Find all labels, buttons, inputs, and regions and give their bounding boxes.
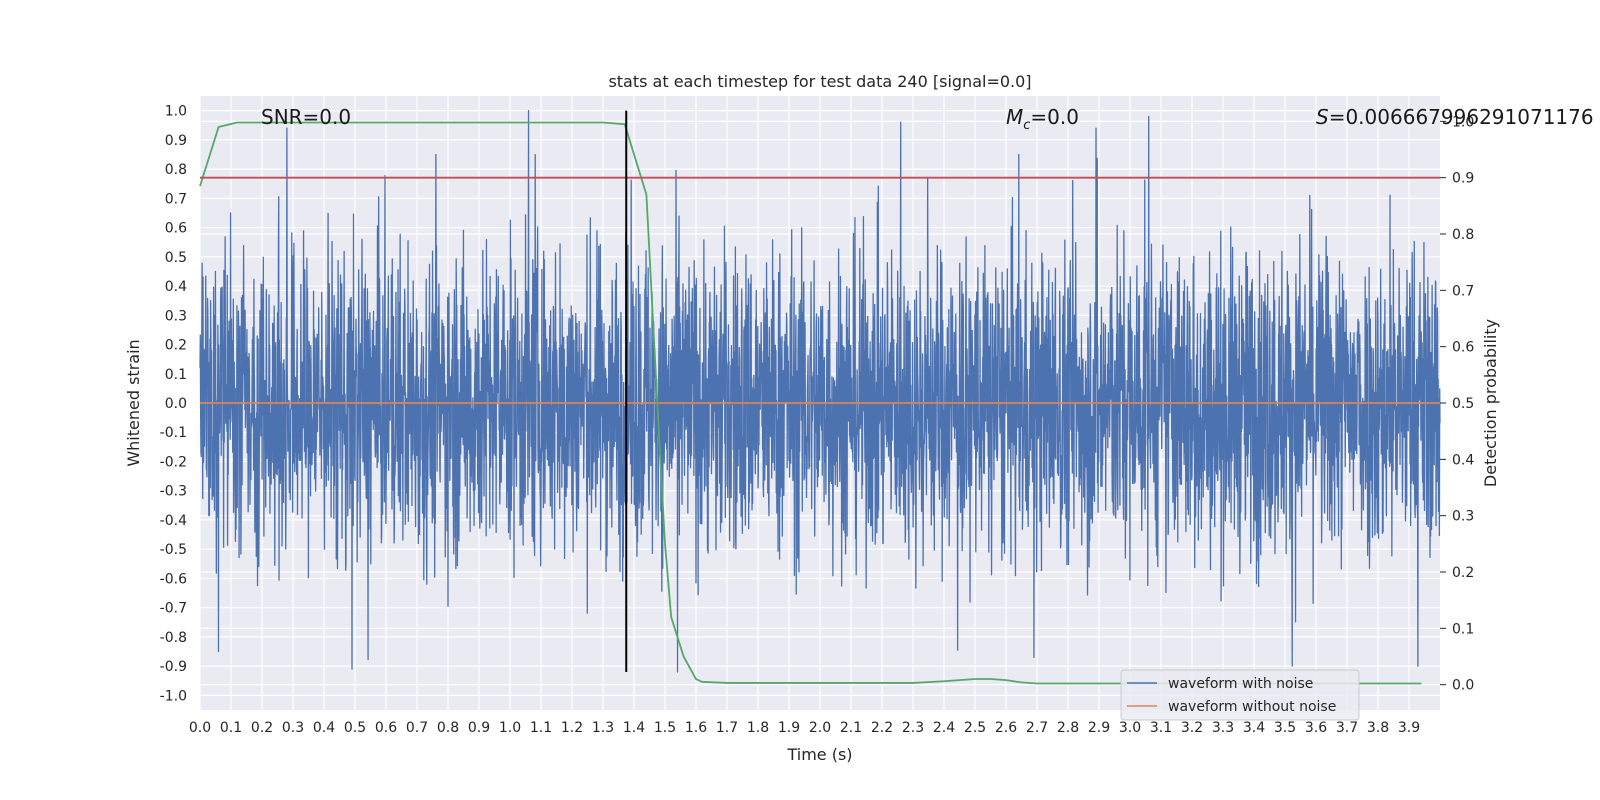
x-tick-label: 0.1: [220, 720, 242, 736]
y-tick-label: -0.4: [160, 513, 187, 529]
y-tick-label: -0.8: [160, 630, 187, 646]
mc-symbol: M: [1006, 105, 1023, 129]
y2-tick-label: 0.5: [1452, 396, 1474, 412]
x-tick-label: 2.5: [964, 720, 986, 736]
x-tick-label: 1.7: [716, 720, 738, 736]
y-tick-label: -0.1: [160, 425, 187, 441]
y2-tick-label: 0.1: [1452, 621, 1474, 637]
x-tick-label: 1.9: [778, 720, 800, 736]
x-tick-label: 1.0: [499, 720, 521, 736]
x-tick-label: 2.4: [933, 720, 955, 736]
x-tick-label: 3.6: [1305, 720, 1327, 736]
x-tick-label: 0.5: [344, 720, 366, 736]
x-tick-label: 0.7: [406, 720, 428, 736]
x-tick-label: 3.1: [1150, 720, 1172, 736]
y2-tick-label: 0.8: [1452, 227, 1474, 243]
x-axis-label: Time (s): [786, 745, 852, 764]
x-tick-label: 1.1: [530, 720, 552, 736]
x-tick-label: 3.9: [1398, 720, 1420, 736]
mc-subscript: c: [1023, 118, 1030, 133]
x-tick-label: 0.3: [282, 720, 304, 736]
x-tick-label: 2.3: [902, 720, 924, 736]
y-tick-label: -0.3: [160, 484, 187, 500]
x-tick-label: 1.2: [561, 720, 583, 736]
y-tick-label: -0.9: [160, 659, 187, 675]
x-tick-label: 0.0: [189, 720, 211, 736]
y-tick-label: -0.2: [160, 454, 187, 470]
series-lines: [199, 110, 1440, 685]
x-tick-label: 1.8: [747, 720, 769, 736]
x-tick-label: 1.4: [623, 720, 645, 736]
legend-label-without-noise: waveform without noise: [1168, 699, 1336, 715]
chart-title: stats at each timestep for test data 240…: [608, 72, 1031, 91]
y2-tick-label: 0.6: [1452, 340, 1474, 356]
x-tick-label: 1.3: [592, 720, 614, 736]
x-tick-label: 2.0: [809, 720, 831, 736]
y2-tick-label: 0.0: [1452, 678, 1474, 694]
x-tick-label: 2.1: [840, 720, 862, 736]
y-tick-label: -0.5: [160, 542, 187, 558]
s-annotation: S=0.006667996291071176: [1316, 105, 1594, 129]
x-tick-label: 3.2: [1181, 720, 1203, 736]
waveform-with-noise-line: [199, 109, 1441, 673]
y2-tick-label: 1.0: [1452, 114, 1474, 130]
y-tick-label: 0.5: [165, 250, 187, 266]
mc-annotation: Mc=0.0: [1006, 105, 1079, 133]
y2-tick-label: 0.4: [1452, 452, 1474, 468]
x-tick-label: 2.8: [1057, 720, 1079, 736]
y-tick-label: 0.4: [165, 279, 187, 295]
legend-box: [1120, 669, 1360, 721]
mc-value: =0.0: [1030, 105, 1079, 129]
y2-tick-label: 0.3: [1452, 509, 1474, 525]
y-tick-label: 0.6: [165, 221, 187, 237]
x-tick-label: 3.3: [1212, 720, 1234, 736]
legend: waveform with noise waveform without noi…: [1120, 669, 1360, 721]
x-tick-label: 0.2: [251, 720, 273, 736]
detection-probability-line: [199, 121, 1422, 685]
snr-annotation: SNR=0.0: [261, 105, 351, 129]
tick-labels: 0.0 0.1 0.2 0.3 0.4 0.5 0.6 0.7 0.8 0.9 1.0 1.1 1.2 1…: [160, 104, 1475, 736]
x-tick-label: 0.4: [313, 720, 335, 736]
legend-label-with-noise: waveform with noise: [1168, 676, 1313, 692]
s-value: =0.006667996291071176: [1329, 105, 1594, 129]
x-tick-label: 0.8: [437, 720, 459, 736]
y-tick-label: 0.8: [165, 162, 187, 178]
x-tick-label: 1.6: [685, 720, 707, 736]
y-tick-label: 0.3: [165, 308, 187, 324]
y-tick-label: -1.0: [160, 688, 187, 704]
x-tick-label: 2.6: [995, 720, 1017, 736]
y-tick-label: 0.1: [165, 367, 187, 383]
y-tick-label: -0.7: [160, 601, 187, 617]
x-tick-label: 3.8: [1367, 720, 1389, 736]
y2-tick-label: 0.7: [1452, 283, 1474, 299]
s-symbol: S: [1316, 105, 1329, 129]
y-tick-label: 1.0: [165, 104, 187, 120]
y2-axis-label: Detection probability: [1481, 319, 1500, 487]
x-tick-label: 0.6: [375, 720, 397, 736]
x-tick-label: 3.7: [1336, 720, 1358, 736]
y-tick-label: 0.9: [165, 133, 187, 149]
x-tick-label: 1.5: [654, 720, 676, 736]
y2-tick-label: 0.2: [1452, 565, 1474, 581]
y-axis-label: Whitened strain: [124, 339, 143, 466]
y-tick-label: 0.0: [165, 396, 187, 412]
x-tick-label: 2.9: [1088, 720, 1110, 736]
x-tick-label: 3.5: [1274, 720, 1296, 736]
series-waveform-with-noise: [199, 109, 1441, 673]
x-tick-label: 2.7: [1026, 720, 1048, 736]
y-tick-label: 0.7: [165, 191, 187, 207]
y2-tick-label: 0.9: [1452, 171, 1474, 187]
x-tick-label: 0.9: [468, 720, 490, 736]
x-tick-label: 3.4: [1243, 720, 1265, 736]
x-tick-label: 2.2: [871, 720, 893, 736]
x-tick-label: 3.0: [1119, 720, 1141, 736]
y-tick-label: -0.6: [160, 571, 187, 587]
y-tick-label: 0.2: [165, 338, 187, 354]
